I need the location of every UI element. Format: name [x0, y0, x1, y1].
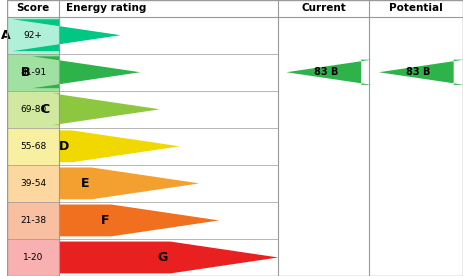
Text: Score: Score	[16, 3, 50, 13]
Polygon shape	[59, 205, 219, 236]
Polygon shape	[287, 60, 372, 85]
Text: E: E	[81, 177, 89, 190]
Polygon shape	[32, 56, 140, 88]
Text: 83 B: 83 B	[314, 67, 338, 77]
Polygon shape	[59, 130, 180, 162]
Bar	[7, 202, 59, 239]
Bar	[7, 128, 59, 165]
Text: 69-80: 69-80	[20, 105, 46, 114]
Polygon shape	[59, 168, 200, 199]
Text: 83 B: 83 B	[407, 67, 431, 77]
Bar	[7, 17, 59, 54]
Polygon shape	[59, 242, 278, 274]
Text: F: F	[100, 214, 109, 227]
Bar	[7, 54, 59, 91]
Text: 39-54: 39-54	[20, 179, 46, 188]
Text: 92+: 92+	[24, 31, 43, 40]
Text: 21-38: 21-38	[20, 216, 46, 225]
Text: Energy rating: Energy rating	[66, 3, 146, 13]
Text: 1-20: 1-20	[23, 253, 43, 262]
Text: 55-68: 55-68	[20, 142, 46, 151]
Text: 81-91: 81-91	[20, 68, 46, 77]
Text: D: D	[59, 140, 69, 153]
Text: C: C	[41, 103, 50, 116]
Text: B: B	[20, 66, 30, 79]
Polygon shape	[52, 93, 160, 125]
Polygon shape	[13, 19, 120, 51]
Text: Current: Current	[301, 3, 346, 13]
Text: G: G	[158, 251, 168, 264]
Bar	[7, 239, 59, 276]
Text: Potential: Potential	[389, 3, 443, 13]
Text: A: A	[1, 29, 10, 42]
Bar	[7, 165, 59, 202]
Polygon shape	[379, 60, 463, 85]
Bar	[7, 91, 59, 128]
